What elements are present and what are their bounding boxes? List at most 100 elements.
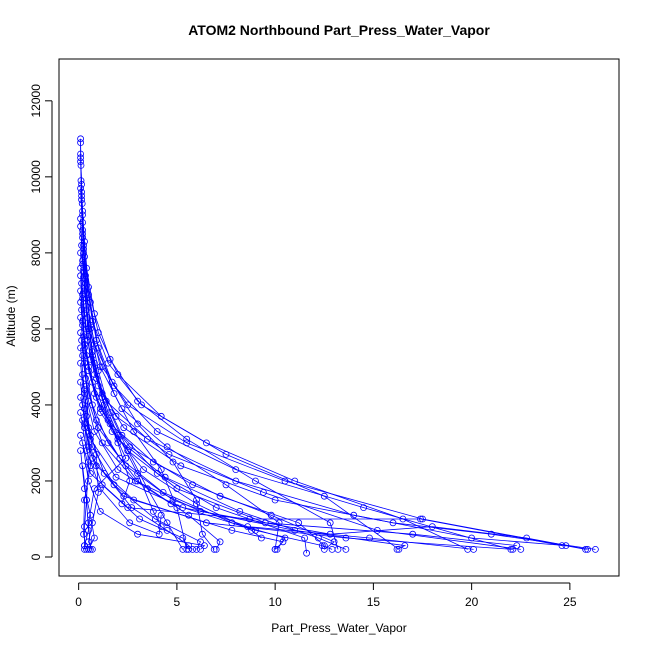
data-point (81, 546, 88, 553)
data-point (350, 511, 358, 519)
data-point (273, 546, 281, 553)
x-tick-label: 20 (465, 595, 479, 609)
data-point (279, 538, 287, 546)
data-point (77, 272, 84, 280)
x-axis-label: Part_Press_Water_Vapor (271, 621, 406, 635)
data-point (143, 435, 151, 443)
series-layer (77, 135, 599, 557)
data-point (197, 546, 204, 553)
x-tick-label: 25 (563, 595, 577, 609)
data-point (189, 546, 197, 553)
data-point (118, 431, 126, 439)
data-point (326, 530, 334, 538)
data-point (78, 241, 85, 249)
data-point (98, 439, 106, 447)
y-tick-label: 2000 (29, 467, 43, 494)
x-tick-label: 10 (268, 595, 282, 609)
data-point (222, 450, 230, 458)
data-point (89, 546, 96, 553)
data-point (77, 287, 84, 295)
data-point (81, 405, 88, 413)
data-point (106, 355, 114, 363)
data-point (94, 344, 102, 352)
data-point (409, 530, 417, 538)
data-point (202, 519, 210, 527)
data-point (79, 371, 86, 378)
data-point (96, 507, 104, 515)
data-point (79, 291, 86, 299)
data-point (77, 359, 84, 367)
series-line (84, 389, 333, 550)
data-point (118, 405, 126, 413)
data-point (79, 401, 86, 409)
data-point (513, 542, 521, 549)
data-point (318, 542, 326, 549)
data-point (78, 336, 85, 344)
x-tick-label: 15 (367, 595, 381, 609)
data-point (395, 546, 403, 553)
profile-series (79, 439, 208, 553)
profile-series (81, 424, 287, 553)
data-point (582, 546, 589, 553)
x-axis: 0 5 10 15 20 25 (75, 582, 577, 609)
data-point (118, 500, 126, 508)
data-point (108, 378, 116, 386)
data-point (83, 496, 90, 504)
data-point (94, 382, 102, 390)
data-point (94, 367, 102, 375)
data-point (509, 546, 517, 553)
data-point (77, 184, 84, 192)
series-line (82, 465, 89, 550)
data-point (393, 546, 401, 553)
data-point (157, 511, 165, 519)
data-point (112, 412, 120, 420)
data-point (134, 397, 142, 405)
data-point (114, 439, 122, 447)
data-point (82, 279, 89, 287)
data-point (291, 527, 299, 534)
data-point (92, 416, 100, 424)
data-point (77, 222, 84, 230)
profile-series (77, 393, 409, 553)
data-point (77, 431, 84, 439)
data-point (198, 530, 206, 538)
series-line (82, 260, 307, 554)
data-point (212, 546, 220, 553)
data-point (130, 496, 138, 504)
data-point (126, 519, 134, 527)
data-point (157, 523, 165, 530)
data-point (138, 401, 145, 409)
data-point (77, 139, 84, 147)
data-point (232, 477, 240, 485)
data-point (328, 546, 336, 553)
data-point (81, 424, 88, 432)
y-axis: 0 2000 4000 6000 8000 10000 12000 (29, 84, 53, 560)
data-point (163, 519, 171, 527)
y-tick-label: 6000 (29, 315, 43, 342)
data-point (77, 215, 84, 223)
data-point (77, 447, 84, 455)
data-point (81, 523, 88, 530)
data-point (120, 424, 128, 432)
data-point (77, 409, 84, 416)
series-line (84, 427, 284, 550)
data-point (517, 546, 525, 553)
series-line (82, 374, 99, 550)
data-point (212, 504, 220, 512)
data-point (92, 393, 100, 401)
series-line (82, 237, 184, 550)
data-point (216, 492, 224, 500)
data-point (78, 279, 85, 287)
data-point (134, 530, 142, 538)
data-point (81, 496, 88, 504)
data-point (79, 234, 86, 242)
data-point (80, 530, 87, 538)
data-point (200, 542, 208, 549)
profile-series (79, 321, 521, 549)
series-line (82, 294, 596, 550)
data-point (303, 549, 311, 557)
data-point (252, 477, 259, 485)
data-point (149, 458, 157, 466)
data-point (183, 435, 191, 443)
